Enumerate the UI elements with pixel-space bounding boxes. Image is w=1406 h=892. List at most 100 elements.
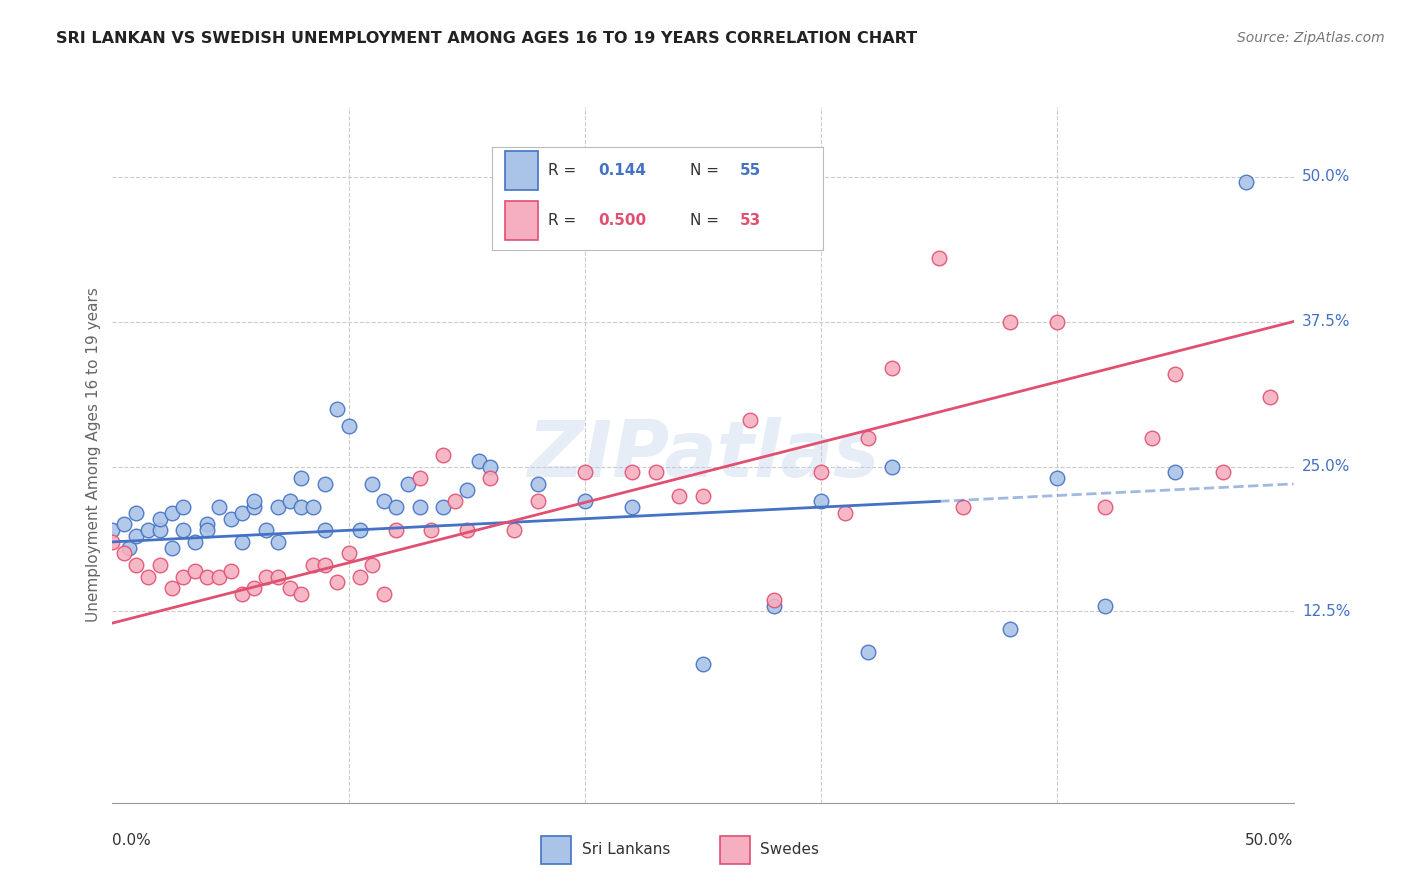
Point <box>998 622 1021 636</box>
Point <box>858 431 880 445</box>
Point <box>1094 500 1116 514</box>
Point <box>195 523 218 537</box>
Point <box>195 570 218 584</box>
Text: ZIPatlas: ZIPatlas <box>527 417 879 493</box>
Text: N =: N = <box>690 212 724 227</box>
Point <box>373 587 395 601</box>
Point <box>326 401 349 416</box>
Point <box>136 570 159 584</box>
Point <box>231 506 253 520</box>
Point <box>101 534 124 549</box>
Text: 12.5%: 12.5% <box>1302 604 1350 619</box>
Point <box>254 523 277 537</box>
Point <box>858 645 880 659</box>
Point <box>337 546 360 561</box>
Point <box>160 506 183 520</box>
Point <box>125 558 148 573</box>
Point <box>172 500 194 514</box>
Point <box>574 466 596 480</box>
Point <box>125 506 148 520</box>
Point <box>302 500 325 514</box>
Point <box>444 494 467 508</box>
Text: Sri Lankans: Sri Lankans <box>582 842 669 857</box>
Point <box>231 587 253 601</box>
Point <box>112 517 135 532</box>
Bar <box>505 152 538 190</box>
Point <box>621 500 644 514</box>
Point <box>254 570 277 584</box>
Point <box>456 483 478 497</box>
Point <box>267 570 290 584</box>
Point <box>326 575 349 590</box>
Text: 50.0%: 50.0% <box>1246 833 1294 848</box>
Point <box>302 558 325 573</box>
Point <box>118 541 141 555</box>
Point <box>361 558 384 573</box>
Text: 0.500: 0.500 <box>598 212 645 227</box>
Point <box>1094 599 1116 613</box>
Point <box>149 558 172 573</box>
Text: 53: 53 <box>740 212 761 227</box>
Point <box>314 523 336 537</box>
Point <box>1046 315 1069 329</box>
Point <box>125 529 148 543</box>
Bar <box>720 836 751 863</box>
Point <box>456 523 478 537</box>
Point <box>349 570 371 584</box>
Point <box>1234 175 1257 190</box>
Point <box>195 517 218 532</box>
Point <box>219 564 242 578</box>
Point <box>1164 466 1187 480</box>
Point <box>172 523 194 537</box>
Point <box>349 523 371 537</box>
Point <box>112 546 135 561</box>
Point <box>243 582 266 596</box>
Point <box>160 582 183 596</box>
Point <box>880 459 903 474</box>
Point <box>479 459 502 474</box>
Point <box>621 466 644 480</box>
Text: 0.144: 0.144 <box>598 163 645 178</box>
Text: 55: 55 <box>740 163 761 178</box>
Point <box>952 500 974 514</box>
Point <box>101 523 124 537</box>
Point <box>1212 466 1234 480</box>
Point <box>290 587 312 601</box>
Point <box>290 500 312 514</box>
Point <box>762 599 785 613</box>
Point <box>503 523 526 537</box>
Point <box>740 413 762 427</box>
Point <box>267 534 290 549</box>
Point <box>526 494 548 508</box>
Point <box>1140 431 1163 445</box>
Point <box>420 523 443 537</box>
Point <box>479 471 502 485</box>
Bar <box>505 201 538 239</box>
Point <box>998 315 1021 329</box>
Point <box>219 512 242 526</box>
Point <box>1258 390 1281 404</box>
Point <box>668 489 690 503</box>
Point <box>184 534 207 549</box>
Point <box>408 471 430 485</box>
Text: R =: R = <box>548 212 582 227</box>
Point <box>337 419 360 434</box>
Text: Source: ZipAtlas.com: Source: ZipAtlas.com <box>1237 31 1385 45</box>
Point <box>432 500 454 514</box>
Point <box>267 500 290 514</box>
Point <box>396 476 419 491</box>
Point <box>231 534 253 549</box>
Text: N =: N = <box>690 163 724 178</box>
Text: Swedes: Swedes <box>761 842 820 857</box>
Point <box>208 500 231 514</box>
Point <box>208 570 231 584</box>
Text: 37.5%: 37.5% <box>1302 314 1350 329</box>
Point <box>834 506 856 520</box>
Point <box>408 500 430 514</box>
Text: R =: R = <box>548 163 582 178</box>
Text: 25.0%: 25.0% <box>1302 459 1350 474</box>
Point <box>526 476 548 491</box>
Bar <box>541 836 571 863</box>
Point <box>928 251 950 265</box>
Point <box>184 564 207 578</box>
